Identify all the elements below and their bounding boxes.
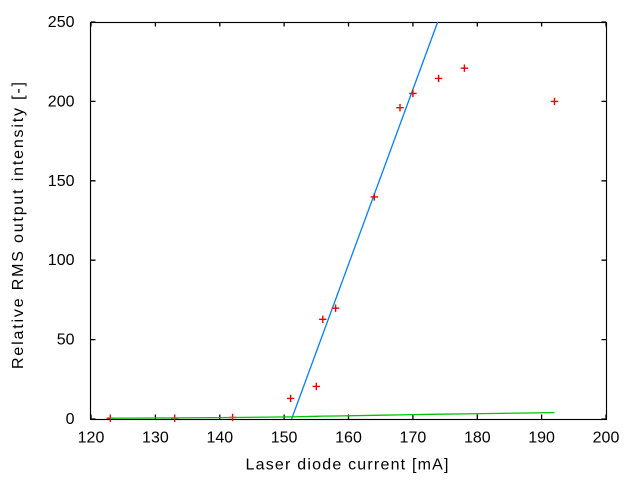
svg-text:200: 200: [593, 430, 620, 447]
svg-text:190: 190: [528, 430, 555, 447]
svg-text:250: 250: [48, 14, 75, 31]
svg-text:0: 0: [66, 411, 75, 428]
svg-text:100: 100: [48, 252, 75, 269]
svg-text:160: 160: [335, 430, 362, 447]
svg-text:180: 180: [464, 430, 491, 447]
svg-text:Relative RMS output intensity: Relative RMS output intensity [-]: [10, 82, 27, 369]
svg-text:130: 130: [142, 430, 169, 447]
svg-text:140: 140: [206, 430, 233, 447]
svg-text:120: 120: [78, 430, 105, 447]
svg-text:150: 150: [271, 430, 298, 447]
svg-text:150: 150: [48, 173, 75, 190]
svg-text:Laser diode current [mA]: Laser diode current [mA]: [246, 457, 449, 474]
svg-text:170: 170: [400, 430, 427, 447]
svg-text:50: 50: [57, 332, 75, 349]
svg-text:200: 200: [48, 93, 75, 110]
